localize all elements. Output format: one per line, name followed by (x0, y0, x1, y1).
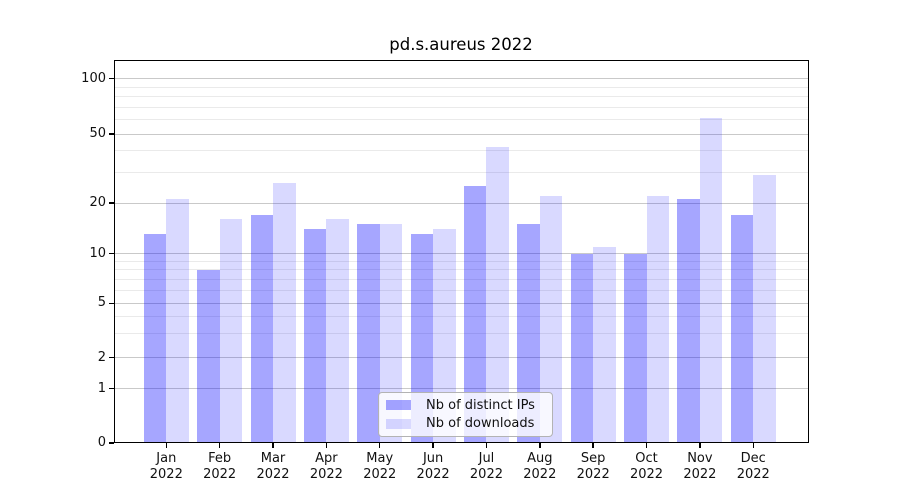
bar-downloads (166, 199, 189, 443)
bar-downloads (539, 195, 563, 443)
minor-gridline (115, 171, 808, 173)
bar-distinct-ips (197, 269, 220, 443)
bar-downloads (326, 219, 349, 443)
y-axis-tick-label: 2 (97, 349, 106, 365)
legend-swatch-downloads (386, 419, 411, 429)
bar-distinct-ips (410, 234, 434, 443)
x-axis-tick-label: Sep 2022 (576, 451, 610, 482)
bar-distinct-ips (730, 214, 754, 443)
major-gridline (115, 78, 808, 80)
x-axis-tick-label: Jul 2022 (469, 451, 503, 482)
y-axis-tick (108, 442, 114, 444)
y-axis-tick (108, 202, 114, 204)
legend-label-distinct-ips: Nb of distinct IPs (426, 397, 535, 413)
minor-gridline (115, 316, 808, 318)
x-axis-tick-label: Jun 2022 (416, 451, 450, 482)
y-axis-tick (108, 133, 114, 135)
y-axis-tick (108, 252, 114, 255)
bar-distinct-ips (624, 253, 647, 443)
bar-downloads (753, 175, 776, 443)
bar-downloads (273, 183, 296, 443)
y-axis-tick-label: 10 (89, 245, 106, 261)
bar-distinct-ips (517, 223, 540, 443)
y-axis-tick (108, 78, 114, 80)
x-axis-tick-label: Aug 2022 (523, 451, 557, 482)
chart-title: pd.s.aureus 2022 (389, 35, 533, 54)
y-axis-tick (108, 387, 114, 390)
major-gridline (115, 357, 808, 359)
minor-gridline (115, 86, 808, 88)
major-gridline (115, 388, 808, 389)
y-axis-tick-label: 1 (97, 380, 106, 396)
y-axis-tick (108, 302, 114, 304)
bar-distinct-ips (357, 223, 380, 443)
x-axis-tick-label: Oct 2022 (629, 451, 664, 482)
bar-distinct-ips (463, 186, 487, 443)
minor-gridline (115, 150, 808, 152)
legend-swatch-distinct-ips (386, 400, 411, 410)
y-axis-tick-label: 100 (81, 70, 106, 86)
x-axis-tick (699, 443, 701, 448)
legend-item-downloads: Nb of downloads (386, 415, 544, 432)
x-axis-tick (432, 443, 434, 448)
bar-distinct-ips (143, 234, 167, 443)
x-axis-tick (645, 443, 648, 448)
bar-downloads (593, 246, 616, 443)
x-axis-tick-label: Nov 2022 (683, 451, 717, 482)
x-axis-tick (272, 443, 274, 448)
x-axis-tick-label: Apr 2022 (309, 451, 343, 482)
minor-gridline (115, 118, 808, 120)
minor-gridline (115, 96, 808, 98)
x-axis-tick (485, 443, 488, 448)
legend-item-distinct-ips: Nb of distinct IPs (386, 397, 544, 414)
y-axis-tick-label: 20 (89, 195, 106, 210)
bar-downloads (219, 219, 243, 443)
y-axis-tick-label: 50 (89, 126, 106, 141)
x-axis-tick-label: Dec 2022 (736, 451, 770, 482)
minor-gridline (115, 278, 808, 280)
bar-distinct-ips (250, 214, 274, 443)
legend: Nb of distinct IPs Nb of downloads (378, 392, 553, 437)
x-axis-tick-label: Jan 2022 (149, 451, 183, 482)
x-axis-tick-label: May 2022 (363, 451, 397, 482)
bar-downloads (699, 118, 723, 443)
y-axis-tick (108, 357, 114, 359)
bar-downloads (379, 223, 403, 443)
bar-distinct-ips (303, 228, 327, 443)
y-axis-tick-label: 5 (97, 295, 106, 311)
legend-label-downloads: Nb of downloads (426, 416, 535, 432)
x-axis-tick (325, 443, 328, 448)
minor-gridline (115, 260, 808, 262)
major-gridline (115, 253, 808, 254)
major-gridline (115, 302, 808, 304)
x-axis-tick (218, 443, 221, 448)
x-axis-tick-label: Feb 2022 (203, 451, 237, 482)
x-axis-tick-label: Mar 2022 (256, 451, 290, 482)
major-gridline (115, 133, 808, 135)
y-axis-tick-label: 0 (97, 435, 106, 450)
x-axis-tick (752, 443, 754, 448)
x-axis-tick (379, 443, 381, 448)
x-axis-tick (539, 443, 541, 448)
bar-downloads (433, 228, 456, 443)
minor-gridline (115, 269, 808, 271)
major-gridline (115, 202, 808, 204)
minor-gridline (115, 333, 808, 335)
minor-gridline (115, 289, 808, 291)
x-axis-tick (592, 443, 594, 448)
bar-distinct-ips (677, 199, 700, 443)
bar-downloads (486, 147, 509, 443)
minor-gridline (115, 106, 808, 108)
x-axis-tick (165, 443, 167, 448)
bar-downloads (646, 195, 670, 443)
bar-distinct-ips (570, 253, 594, 443)
